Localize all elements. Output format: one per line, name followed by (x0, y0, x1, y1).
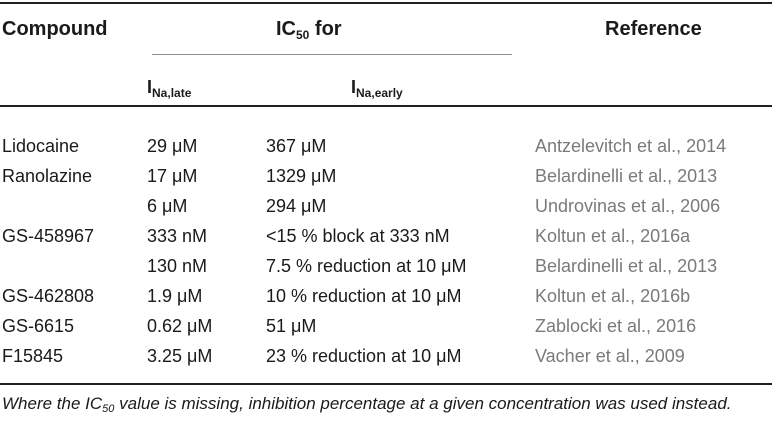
cell-reference: Koltun et al., 2016a (535, 226, 691, 246)
cell-ina-late: 17 μM (147, 166, 198, 186)
footnote-prefix: Where the IC (2, 394, 103, 413)
cell-ina-late: 6 μM (147, 196, 188, 216)
cell-ina-early: 23 % reduction at 10 μM (266, 346, 462, 366)
header-ic50-suffix: for (309, 18, 342, 40)
header-group-rule (152, 54, 512, 55)
cell-ina-late: 130 nM (147, 256, 208, 276)
table-body: Lidocaine 29 μM 367 μM Antzelevitch et a… (0, 134, 772, 368)
cell-reference: Antzelevitch et al., 2014 (535, 136, 727, 156)
cell-ina-early: <15 % block at 333 nM (266, 226, 450, 246)
table-row: 130 nM 7.5 % reduction at 10 μM Belardin… (0, 254, 772, 278)
subheader-late-main: I (147, 77, 153, 97)
cell-ina-early: 367 μM (266, 136, 327, 156)
header-bottom-rule (0, 105, 772, 107)
footnote-suffix: value is missing, inhibition percentage … (114, 394, 732, 413)
cell-compound: Lidocaine (2, 136, 80, 156)
subheader-early-main: I (351, 77, 357, 97)
table-row: 6 μM 294 μM Undrovinas et al., 2006 (0, 194, 772, 218)
table-footnote: Where the IC50 value is missing, inhibit… (2, 391, 770, 416)
table-row: GS-462808 1.9 μM 10 % reduction at 10 μM… (0, 284, 772, 308)
cell-ina-late: 0.62 μM (147, 316, 213, 336)
cell-compound: GS-458967 (2, 226, 95, 246)
cell-reference: Belardinelli et al., 2013 (535, 256, 718, 276)
header-ic50-sub: 50 (296, 28, 310, 42)
cell-reference: Belardinelli et al., 2013 (535, 166, 718, 186)
cell-ina-early: 10 % reduction at 10 μM (266, 286, 462, 306)
cell-reference: Koltun et al., 2016b (535, 286, 691, 306)
cell-reference: Vacher et al., 2009 (535, 346, 685, 366)
table-bottom-rule (0, 383, 772, 385)
cell-ina-early: 7.5 % reduction at 10 μM (266, 256, 467, 276)
cell-ina-late: 333 nM (147, 226, 208, 246)
footnote-sub: 50 (102, 403, 115, 415)
table-row: Ranolazine 17 μM 1329 μM Belardinelli et… (0, 164, 772, 188)
cell-ina-late: 3.25 μM (147, 346, 213, 366)
cell-reference: Undrovinas et al., 2006 (535, 196, 721, 216)
table-row: GS-6615 0.62 μM 51 μM Zablocki et al., 2… (0, 314, 772, 338)
subheader-ina-early: INa,early (351, 76, 403, 100)
cell-ina-early: 294 μM (266, 196, 327, 216)
cell-ina-late: 1.9 μM (147, 286, 203, 306)
cell-compound: GS-462808 (2, 286, 95, 306)
header-reference: Reference (605, 18, 702, 40)
subheader-late-sub: Na,late (152, 86, 192, 100)
header-ic50-main: IC (276, 18, 296, 40)
header-ic50-for: IC50 for (276, 17, 342, 41)
cell-reference: Zablocki et al., 2016 (535, 316, 697, 336)
table-row: Lidocaine 29 μM 367 μM Antzelevitch et a… (0, 134, 772, 158)
subheader-early-sub: Na,early (356, 86, 403, 100)
table-row: F15845 3.25 μM 23 % reduction at 10 μM V… (0, 344, 772, 368)
cell-ina-late: 29 μM (147, 136, 198, 156)
header-compound: Compound (2, 18, 108, 40)
table-row: GS-458967 333 nM <15 % block at 333 nM K… (0, 224, 772, 248)
table-top-rule (0, 2, 772, 4)
cell-ina-early: 51 μM (266, 316, 317, 336)
cell-compound: F15845 (2, 346, 64, 366)
cell-compound: GS-6615 (2, 316, 75, 336)
subheader-ina-late: INa,late (147, 76, 192, 100)
cell-ina-early: 1329 μM (266, 166, 337, 186)
cell-compound: Ranolazine (2, 166, 93, 186)
